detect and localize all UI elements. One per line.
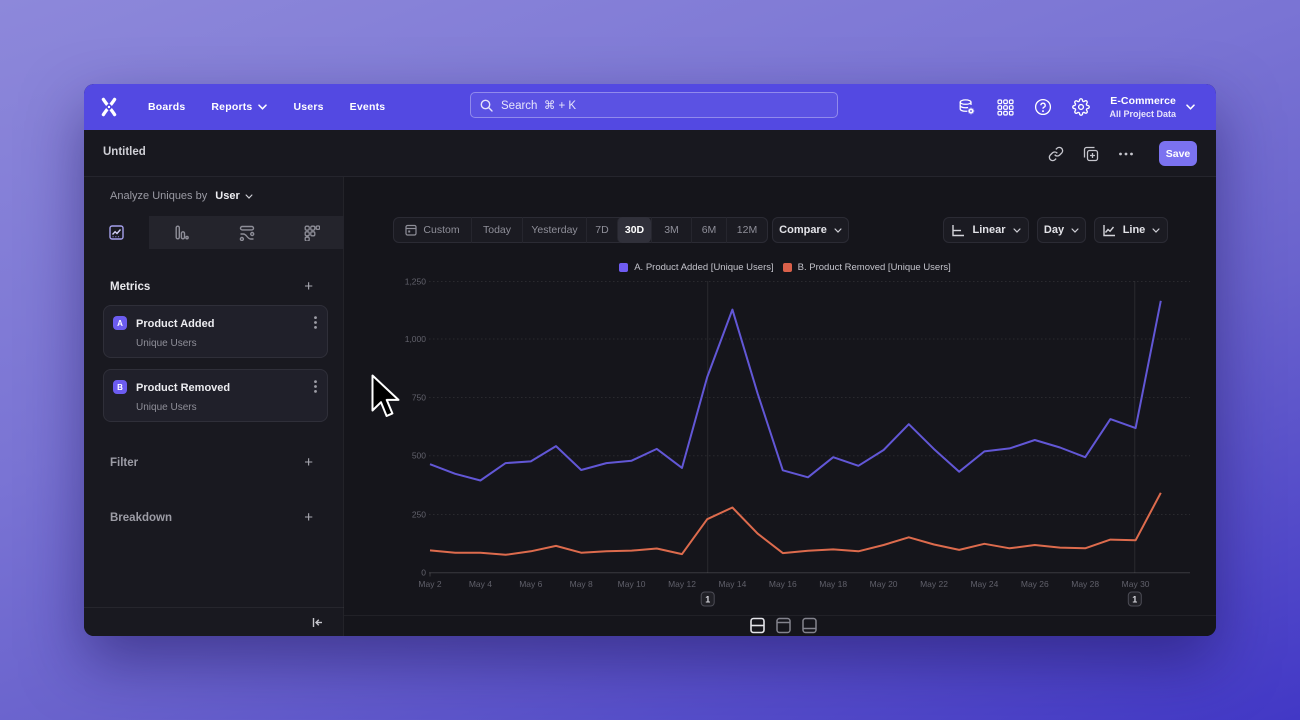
svg-text:May 2: May 2 (418, 579, 441, 589)
svg-text:0: 0 (421, 568, 426, 578)
svg-text:May 26: May 26 (1021, 579, 1049, 589)
svg-text:1: 1 (705, 594, 710, 604)
svg-text:May 8: May 8 (570, 579, 593, 589)
svg-text:May 10: May 10 (618, 579, 646, 589)
svg-text:1,250: 1,250 (405, 277, 427, 287)
svg-text:May 28: May 28 (1071, 579, 1099, 589)
svg-text:May 14: May 14 (718, 579, 746, 589)
svg-text:May 16: May 16 (769, 579, 797, 589)
svg-text:May 6: May 6 (519, 579, 542, 589)
svg-text:May 4: May 4 (469, 579, 492, 589)
svg-text:May 12: May 12 (668, 579, 696, 589)
svg-text:250: 250 (412, 510, 426, 520)
svg-text:500: 500 (412, 451, 426, 461)
svg-text:May 18: May 18 (819, 579, 847, 589)
svg-text:May 30: May 30 (1122, 579, 1150, 589)
svg-text:1: 1 (1132, 594, 1137, 604)
svg-text:May 24: May 24 (970, 579, 998, 589)
svg-text:1,000: 1,000 (405, 334, 427, 344)
svg-text:May 20: May 20 (870, 579, 898, 589)
svg-text:May 22: May 22 (920, 579, 948, 589)
svg-text:750: 750 (412, 393, 426, 403)
